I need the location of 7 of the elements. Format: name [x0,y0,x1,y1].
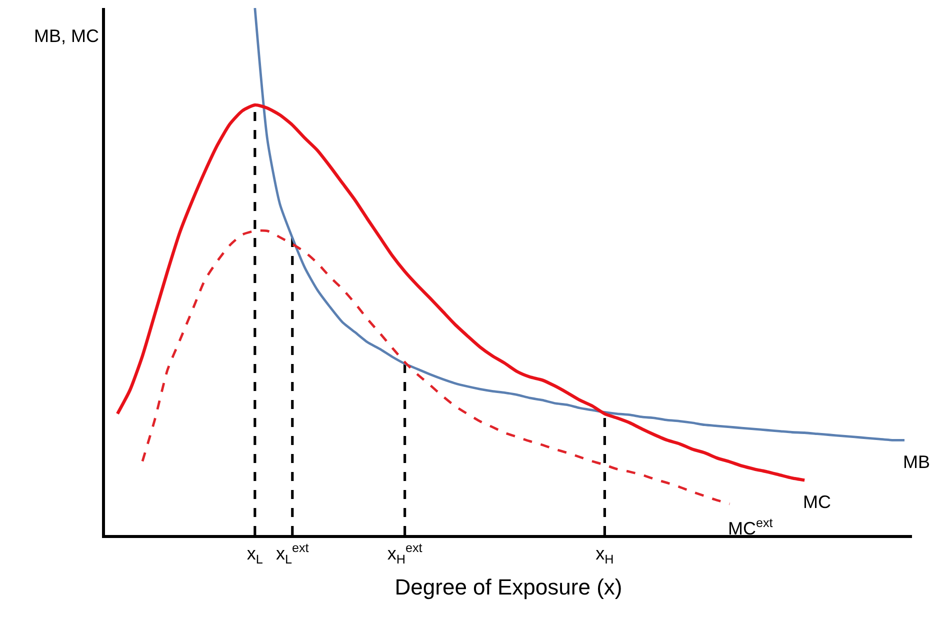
series-label: MB [903,452,930,472]
series-label: MC [803,492,831,512]
y-axis-title: MB, MC [34,26,99,46]
x-tick-label: x$_{H}$ [596,544,614,566]
x-tick-label: x$_{L}$ [246,544,263,566]
x-axis-title: Degree of Exposure (x) [394,574,622,600]
series-label: MC$^{ext}$ [728,516,774,539]
